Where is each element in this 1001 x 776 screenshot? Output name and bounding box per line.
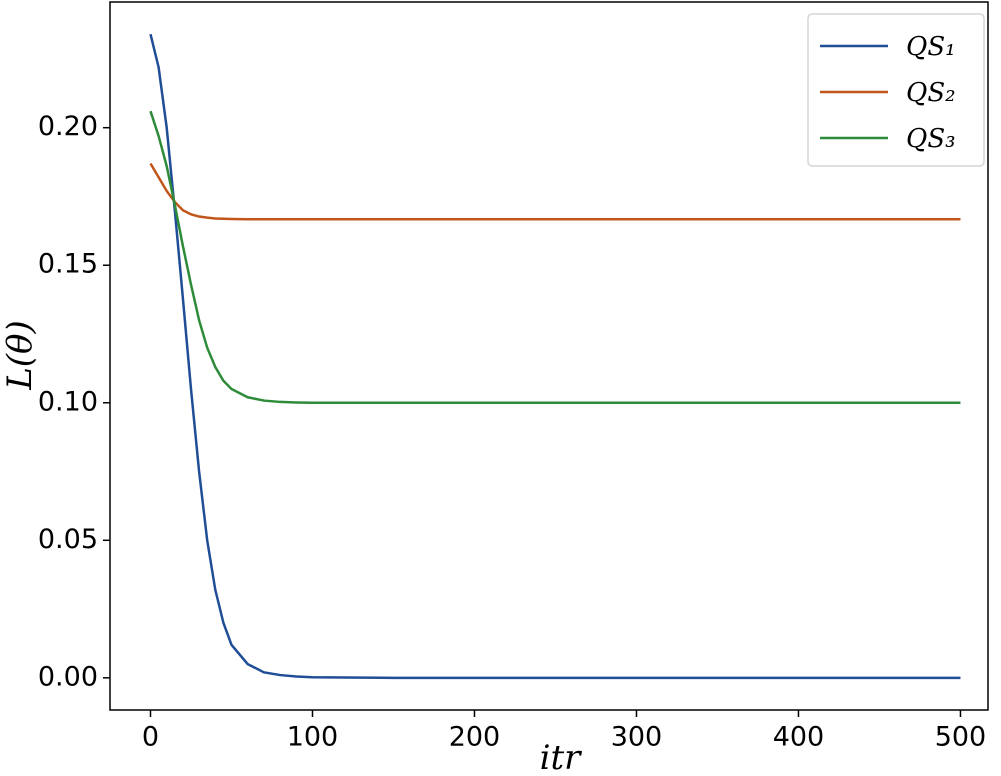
y-tick-label: 0.10 bbox=[38, 386, 98, 417]
x-tick-label: 0 bbox=[142, 722, 159, 753]
y-tick-label: 0.00 bbox=[38, 661, 98, 692]
x-tick-label: 500 bbox=[935, 722, 987, 753]
x-tick-label: 200 bbox=[449, 722, 501, 753]
legend-label: QS₂ bbox=[906, 78, 956, 108]
x-tick-label: 300 bbox=[611, 722, 663, 753]
legend-label: QS₁ bbox=[906, 32, 956, 62]
x-axis-label: itr bbox=[540, 738, 583, 776]
plot-frame bbox=[109, 1, 989, 711]
y-axis-label: L(θ) bbox=[0, 320, 40, 391]
legend-box bbox=[807, 13, 985, 167]
x-tick-label: 100 bbox=[287, 722, 339, 753]
line bbox=[149, 110, 961, 405]
y-tick-label: 0.15 bbox=[38, 249, 98, 280]
y-tick-label: 0.20 bbox=[38, 111, 98, 142]
y-tick-label: 0.05 bbox=[38, 524, 98, 555]
line bbox=[149, 33, 961, 680]
legend-label: QS₃ bbox=[906, 124, 956, 154]
x-tick-label: 400 bbox=[773, 722, 825, 753]
line bbox=[149, 162, 961, 221]
